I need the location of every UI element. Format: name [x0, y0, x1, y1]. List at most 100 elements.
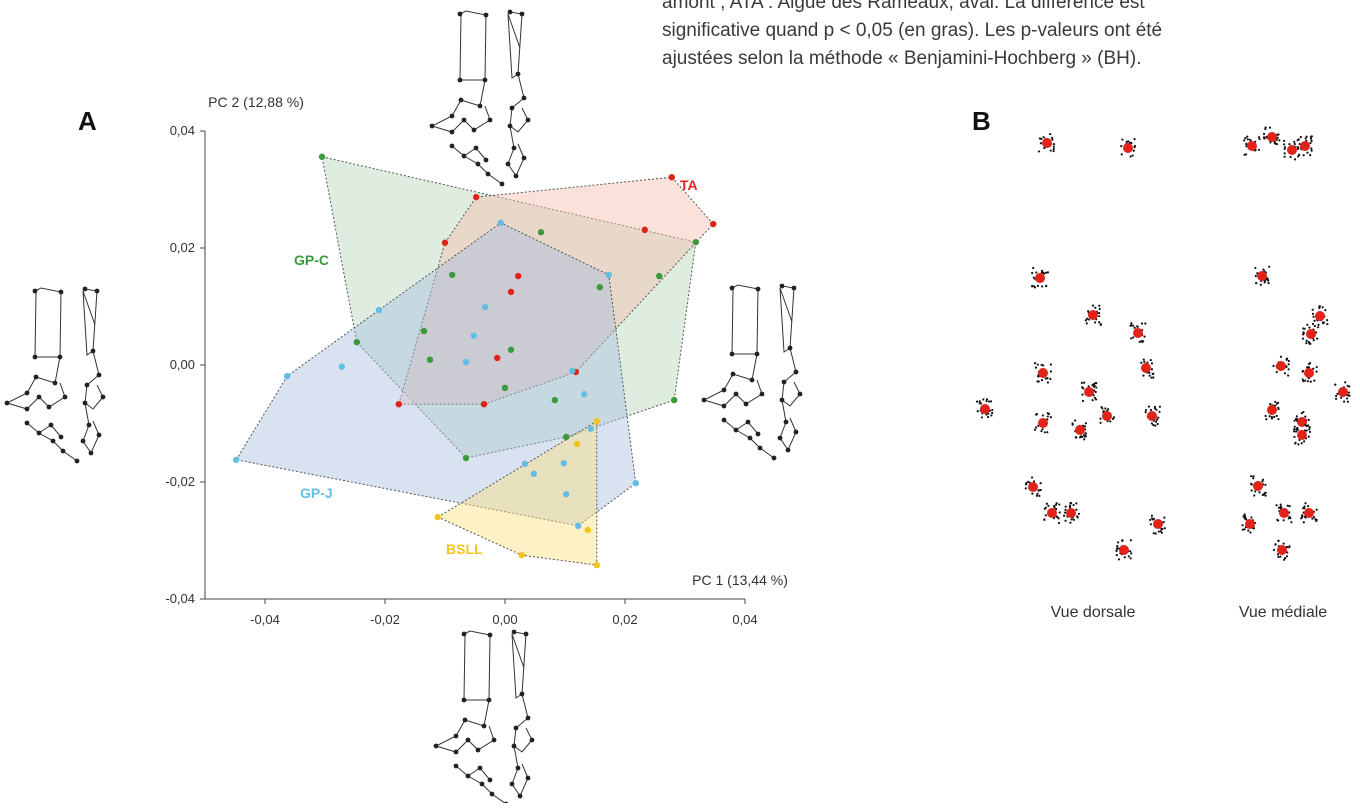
point: [537, 229, 545, 236]
landmark-dot: [1300, 412, 1304, 415]
point: [584, 526, 591, 534]
landmark-dot: [1099, 421, 1102, 424]
landmark-dot: [1161, 527, 1164, 531]
landmark-dot: [1294, 442, 1297, 445]
landmark-dot: [1250, 475, 1253, 478]
landmark-dot: [1035, 412, 1039, 416]
x-tick-label: 0,02: [612, 612, 637, 627]
landmark-dot: [1303, 327, 1306, 330]
point: [656, 272, 663, 280]
landmark-dot: [1042, 136, 1045, 139]
landmark-dot: [1305, 342, 1308, 345]
point: [560, 460, 567, 467]
landmark-dot: [1044, 377, 1047, 380]
landmark-dot: [1030, 476, 1034, 479]
landmark-dot: [1243, 515, 1247, 518]
landmark-dot: [1032, 480, 1036, 483]
landmark-dot: [1313, 379, 1316, 382]
point: [507, 288, 515, 296]
landmark-dot: [1273, 415, 1276, 418]
point: [573, 440, 581, 448]
landmark-dot: [1072, 503, 1075, 507]
landmark-dot: [1140, 361, 1143, 364]
landmark-dot: [1300, 442, 1303, 445]
landmark-dot: [1083, 438, 1086, 441]
landmark-dot: [1154, 424, 1157, 427]
landmark-dot: [1098, 315, 1101, 318]
landmark-dot: [1287, 546, 1291, 549]
point: [482, 303, 489, 311]
landmark-dot: [1058, 511, 1061, 514]
landmark-dot: [1297, 138, 1300, 141]
landmark-dot: [1310, 147, 1313, 150]
landmark-dot: [1152, 423, 1155, 427]
landmark-mean: [1147, 411, 1157, 421]
landmark-dot: [1275, 504, 1278, 507]
point: [668, 174, 675, 181]
landmark-dot: [991, 408, 994, 412]
landmark-dot: [1121, 138, 1124, 141]
landmark-dot: [1307, 341, 1311, 344]
landmark-dot: [1311, 312, 1314, 315]
landmark-dot: [1091, 304, 1095, 307]
landmark-dot: [1091, 383, 1094, 387]
shape-sketch: [701, 283, 803, 461]
landmark-dot: [1277, 539, 1280, 542]
landmark-dot: [1308, 426, 1311, 429]
landmark-dot: [1115, 553, 1118, 557]
landmark-dot: [1266, 277, 1269, 280]
landmark-dot: [1084, 432, 1087, 435]
landmark-dot: [1036, 363, 1039, 366]
landmark-dot: [1094, 390, 1097, 394]
hulls: [235, 156, 714, 566]
landmark-dot: [1062, 514, 1066, 517]
landmark-dot: [1049, 149, 1052, 152]
landmark-dot: [1150, 362, 1154, 365]
landmark-dot: [1307, 362, 1311, 366]
landmark-dot: [1282, 542, 1285, 545]
landmark-dot: [1249, 138, 1252, 142]
landmark-dot: [1252, 475, 1255, 478]
landmark-dot: [1283, 143, 1286, 146]
landmark-dot: [1037, 380, 1040, 383]
y-axis-title: PC 2 (12,88 %): [208, 94, 304, 110]
landmark-dot: [1084, 435, 1087, 438]
landmark-dot: [1144, 408, 1148, 412]
landmark-dot: [1121, 539, 1124, 542]
landmark-dot: [1315, 518, 1318, 521]
landmark-dot: [1247, 529, 1250, 532]
landmark-dot: [1257, 148, 1261, 151]
landmark-dot: [1071, 423, 1074, 426]
group-label: TA: [680, 177, 698, 193]
landmark-dot: [1346, 400, 1350, 403]
landmark-dot: [1054, 503, 1058, 506]
landmark-dot: [1278, 139, 1281, 142]
landmark-dot: [1040, 430, 1043, 433]
landmark-dot: [1307, 418, 1310, 421]
landmark-dot: [1038, 494, 1041, 498]
landmark-dot: [1129, 550, 1132, 553]
landmark-dot: [1082, 387, 1085, 390]
landmark-dot: [985, 398, 989, 401]
landmark-mean: [1304, 508, 1314, 518]
landmark-dot: [985, 399, 988, 403]
landmark-dot: [1129, 557, 1132, 560]
landmark-mean: [1297, 430, 1307, 440]
landmark-dot: [1283, 155, 1286, 158]
point: [420, 327, 428, 335]
landmark-dot: [1111, 417, 1115, 420]
landmark-dot: [1074, 419, 1077, 422]
landmark-dot: [1343, 400, 1346, 403]
landmark-dot: [1307, 424, 1310, 427]
landmark-dot: [1301, 337, 1305, 340]
landmark-dot: [1301, 378, 1304, 381]
landmark-dot: [1049, 132, 1052, 136]
landmark-dot: [1277, 418, 1280, 421]
shape-sketch: [433, 629, 535, 807]
landmark-dot: [1348, 385, 1351, 388]
x-tick-label: 0,04: [732, 612, 757, 627]
point: [563, 491, 570, 498]
landmark-dot: [1244, 153, 1248, 156]
landmark-dot: [1277, 406, 1280, 409]
landmark-dot: [1293, 435, 1296, 439]
